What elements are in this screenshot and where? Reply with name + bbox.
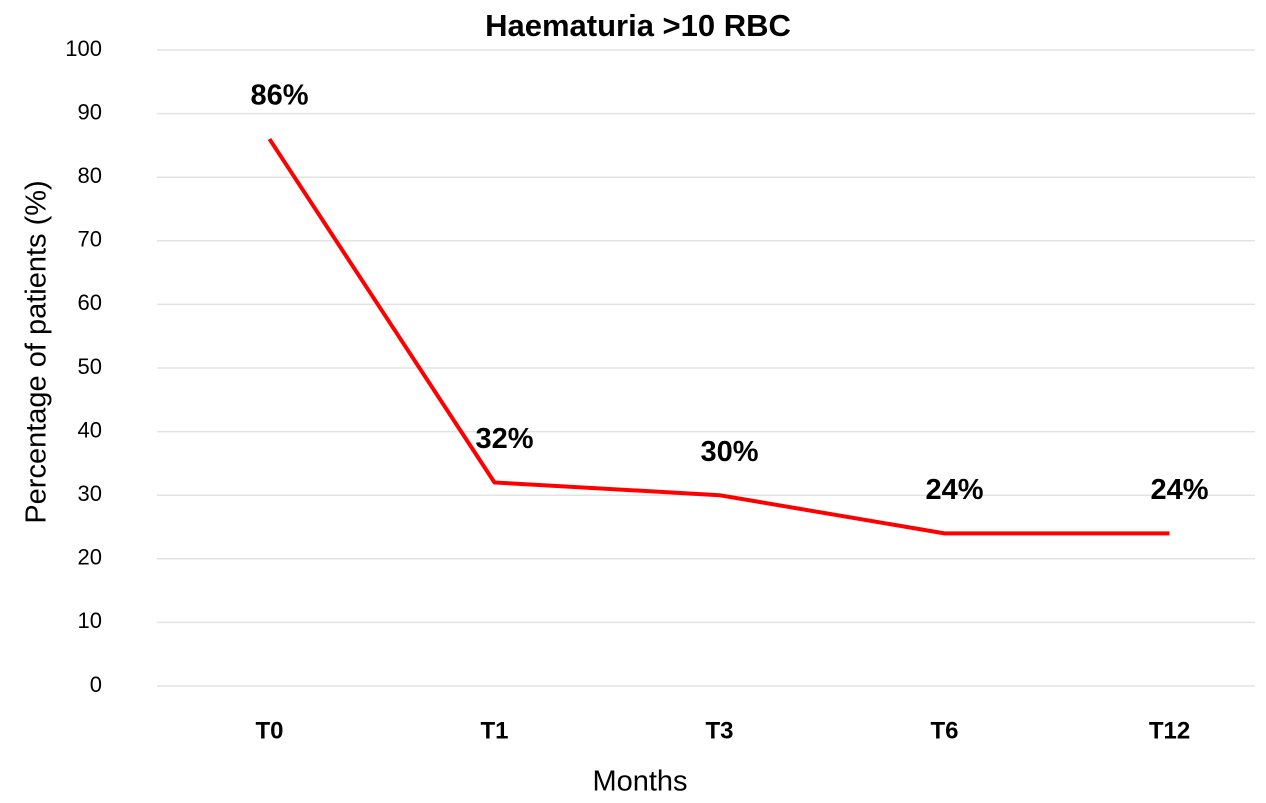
x-tick-label: T1: [480, 717, 508, 744]
y-tick-label: 50: [78, 354, 102, 379]
y-tick-label: 80: [78, 163, 102, 188]
data-label: 86%: [250, 80, 308, 112]
data-label: 32%: [475, 423, 533, 455]
y-tick-label: 100: [65, 36, 102, 61]
y-axis-label: Percentage of patients (%): [21, 180, 53, 523]
x-tick-label: T0: [255, 717, 283, 744]
y-tick-label: 70: [78, 227, 102, 252]
y-tick-label: 40: [78, 417, 102, 442]
chart-title: Haematuria >10 RBC: [485, 8, 791, 43]
data-line: [267, 137, 1170, 536]
data-label: 24%: [1150, 474, 1208, 506]
x-axis-label: Months: [592, 766, 687, 798]
y-tick-label: 60: [78, 290, 102, 315]
x-tick-label: T12: [1149, 717, 1190, 744]
y-tick-label: 90: [78, 99, 102, 124]
y-tick-label: 30: [78, 481, 102, 506]
data-label: 24%: [925, 474, 983, 506]
y-tick-label: 10: [78, 608, 102, 633]
x-tick-label: T3: [705, 717, 733, 744]
data-label: 30%: [700, 436, 758, 468]
x-tick-label: T6: [930, 717, 958, 744]
y-tick-label: 0: [90, 672, 102, 697]
y-tick-label: 20: [78, 545, 102, 570]
